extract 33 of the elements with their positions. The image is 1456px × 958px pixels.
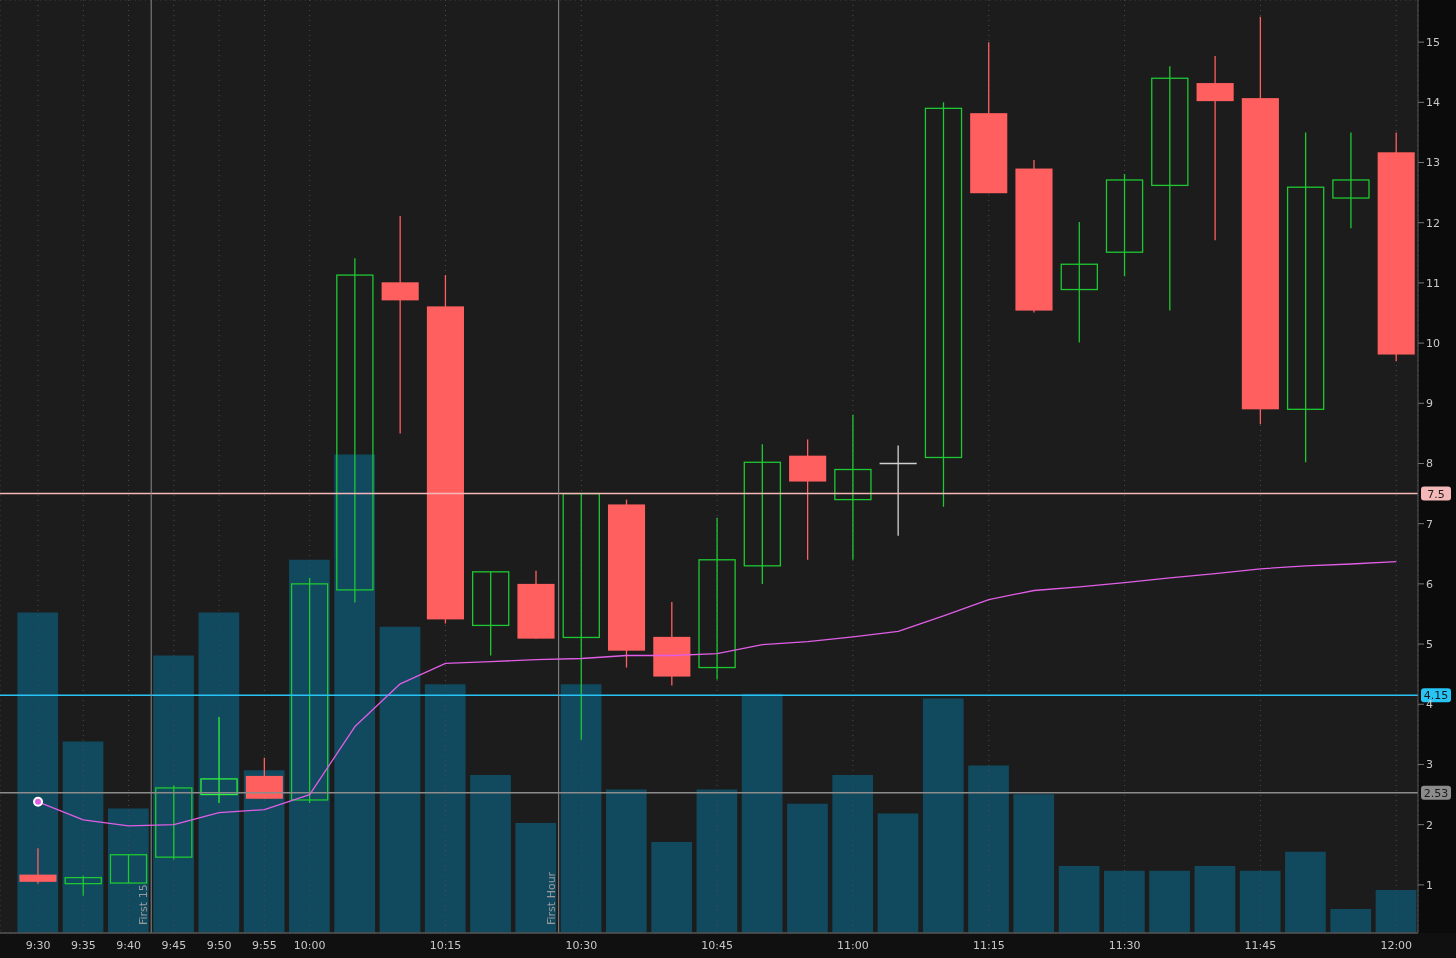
x-tick-label: 10:45 — [701, 938, 733, 952]
ref-line-label: First 15 — [137, 884, 151, 925]
x-tick-label: 11:45 — [1244, 938, 1277, 952]
y-tick-label: 7 — [1426, 517, 1433, 531]
x-tick-label: 9:40 — [116, 938, 141, 952]
y-tick-label: 13 — [1426, 156, 1440, 170]
x-tick-label: 10:00 — [293, 938, 326, 952]
x-tick-label: 9:30 — [25, 938, 51, 952]
x-tick-label: 11:15 — [972, 938, 1005, 952]
x-tick-label: 9:50 — [206, 938, 232, 952]
y-tick-label: 12 — [1426, 216, 1440, 230]
y-tick-label: 5 — [1426, 637, 1433, 651]
y-tick-label: 11 — [1426, 276, 1440, 290]
y-tick-label: 10 — [1426, 337, 1440, 351]
y-tick-label: 3 — [1426, 758, 1433, 772]
y-tick-label: 1 — [1426, 878, 1433, 892]
ref-line-label: First Hour — [544, 871, 558, 925]
y-tick-label: 14 — [1426, 96, 1440, 110]
x-tick-label: 10:30 — [565, 938, 598, 952]
x-tick-label: 11:00 — [837, 938, 869, 952]
x-tick-label: 10:15 — [429, 938, 462, 952]
y-tick-label: 9 — [1426, 397, 1433, 411]
x-tick-label: 9:45 — [161, 938, 187, 952]
ref-line-label: 7.5 — [1427, 487, 1445, 501]
y-tick-label: 2 — [1426, 818, 1433, 832]
x-tick-label: 11:30 — [1108, 938, 1141, 952]
y-tick-label: 8 — [1426, 457, 1433, 471]
ref-line-label: 2.53 — [1423, 786, 1449, 800]
x-tick-label: 9:35 — [70, 938, 96, 952]
x-tick-label: 9:55 — [252, 938, 277, 952]
x-tick-label: 12:00 — [1380, 938, 1413, 952]
y-tick-label: 15 — [1426, 36, 1440, 50]
y-tick-label: 6 — [1426, 577, 1433, 591]
